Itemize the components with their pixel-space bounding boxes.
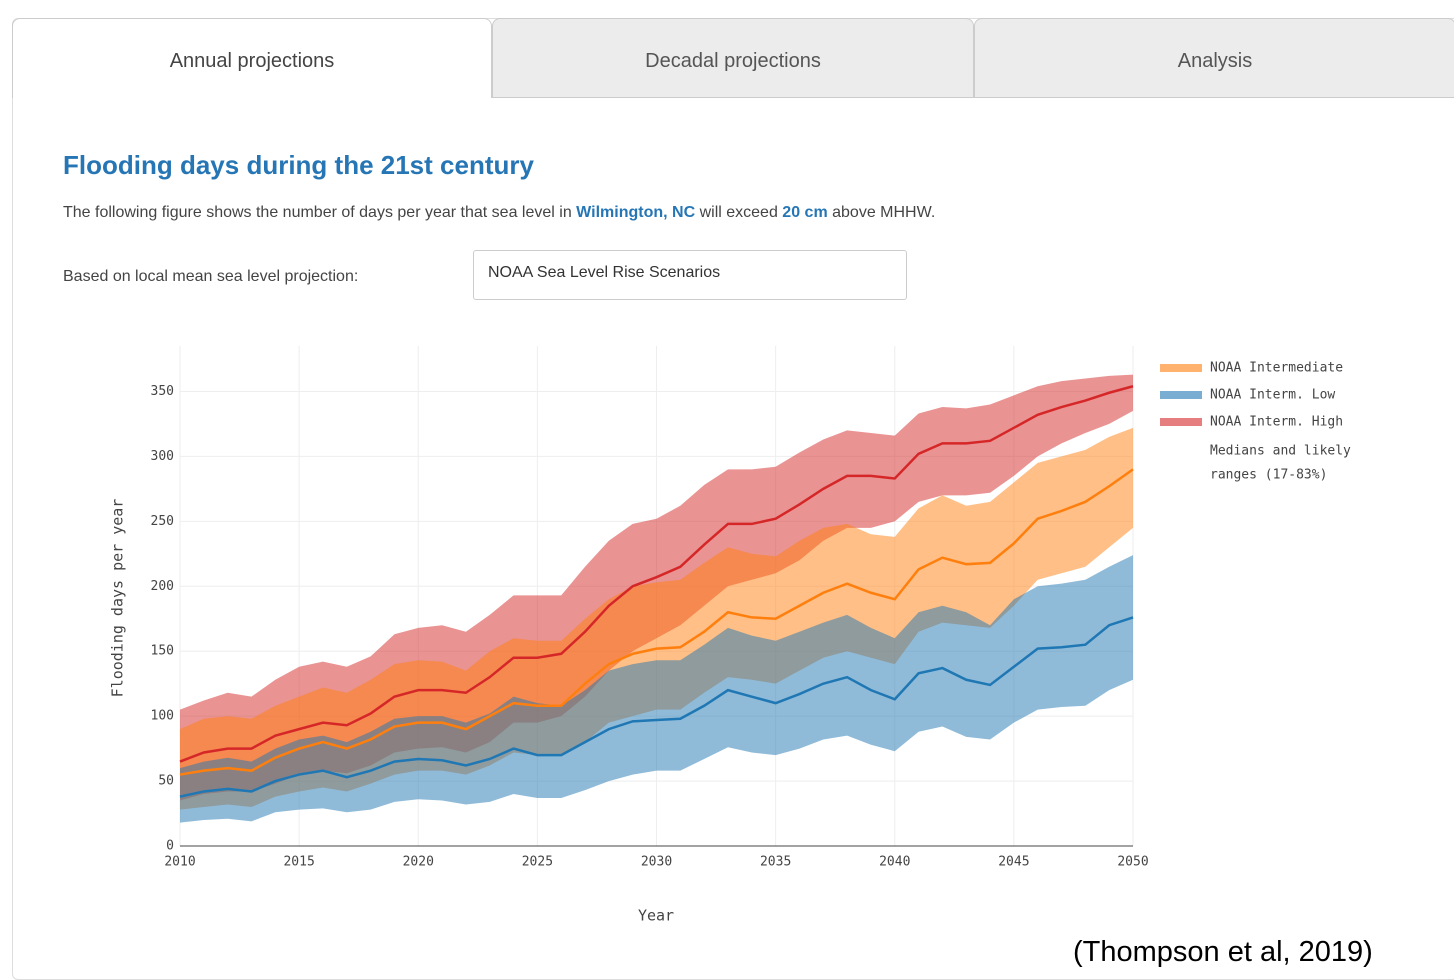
projection-select[interactable]: NOAA Sea Level Rise Scenarios xyxy=(473,250,907,300)
text: The following figure shows the number of… xyxy=(63,204,572,221)
likely-range xyxy=(180,555,1133,823)
caption: (Thompson et al, 2019) xyxy=(1073,936,1373,968)
text: above MHHW. xyxy=(832,204,936,221)
x-tick-label: 2015 xyxy=(283,855,314,870)
x-tick-label: 2030 xyxy=(641,855,672,870)
text: will exceed xyxy=(699,204,778,221)
legend-label: NOAA Interm. High xyxy=(1210,415,1343,430)
legend-swatch xyxy=(1160,418,1202,426)
y-tick-label: 250 xyxy=(151,514,174,529)
legend-label: NOAA Interm. Low xyxy=(1210,388,1335,403)
description: The following figure shows the number of… xyxy=(63,204,935,222)
heading: Flooding days during the 21st century xyxy=(63,150,534,180)
y-tick-label: 150 xyxy=(151,644,174,659)
x-tick-label: 2040 xyxy=(879,855,910,870)
location: Wilmington, NC xyxy=(576,204,696,221)
x-tick-label: 2025 xyxy=(522,855,553,870)
legend-swatch xyxy=(1160,364,1202,372)
y-tick-label: 0 xyxy=(166,839,174,854)
legend-swatch xyxy=(1160,391,1202,399)
legend-label: NOAA Intermediate xyxy=(1210,361,1343,376)
x-axis-label: Year xyxy=(638,907,674,925)
median-line xyxy=(179,385,1134,763)
x-tick-label: 2020 xyxy=(403,855,434,870)
x-tick-label: 2035 xyxy=(760,855,791,870)
tab[interactable]: Decadal projections xyxy=(492,18,974,98)
y-tick-label: 50 xyxy=(158,774,174,789)
median-line xyxy=(179,616,1134,798)
y-tick-label: 200 xyxy=(151,579,174,594)
threshold: 20 cm xyxy=(782,204,828,221)
x-tick-label: 2045 xyxy=(998,855,1029,870)
y-tick-label: 100 xyxy=(151,709,174,724)
likely-range xyxy=(180,427,1133,810)
chart: Year Flooding days per year 0 50 100 150 200… xyxy=(109,346,1351,925)
x-tick-label: 2010 xyxy=(164,855,195,870)
y-tick-label: 300 xyxy=(151,449,174,464)
tab[interactable]: Annual projections xyxy=(12,18,492,98)
tab[interactable]: Analysis xyxy=(974,18,1454,98)
y-axis-label: Flooding days per year xyxy=(109,499,127,698)
y-tick-label: 350 xyxy=(151,384,174,399)
legend-note: ranges (17-83%) xyxy=(1210,468,1327,483)
x-tick-label: 2050 xyxy=(1117,855,1148,870)
median-line xyxy=(179,468,1134,776)
legend-note: Medians and likely xyxy=(1210,444,1351,459)
projection-label: Based on local mean sea level projection… xyxy=(63,268,359,285)
